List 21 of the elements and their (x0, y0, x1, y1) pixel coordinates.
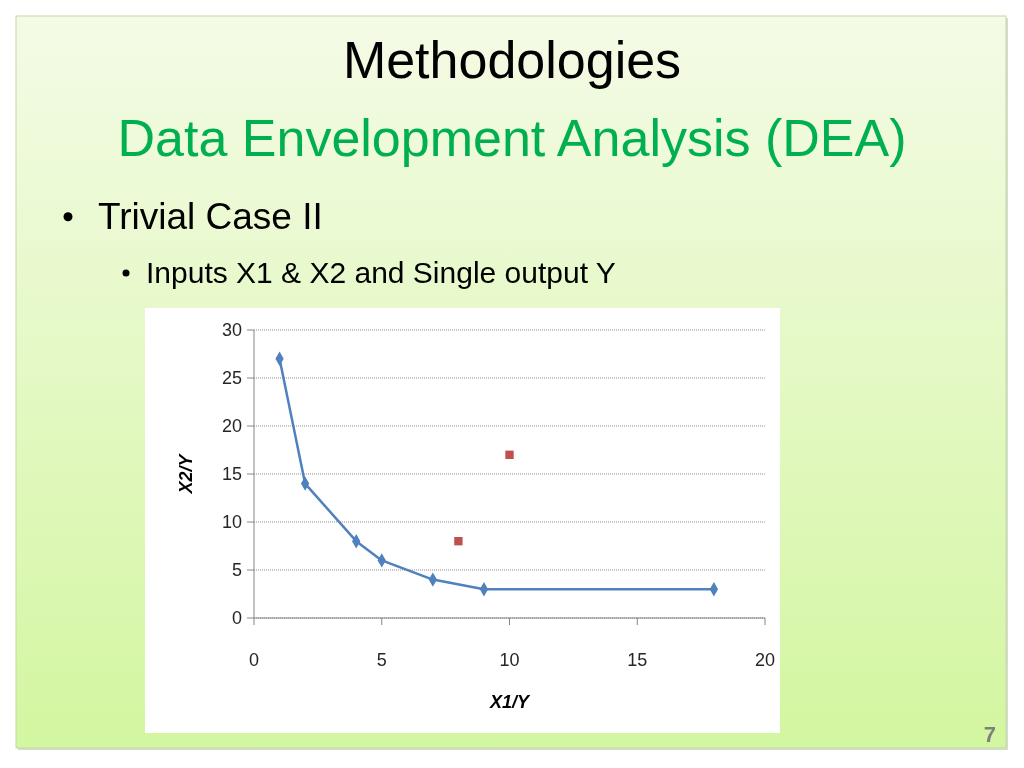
chart-title: Methodologies (342, 31, 682, 89)
x-axis-title: X1/Y (488, 692, 531, 712)
y-tick-label: 15 (221, 464, 242, 485)
y-tick-label: 20 (221, 416, 242, 437)
y-axis-title: X2/Y (176, 452, 196, 495)
y-tick-label: 10 (221, 512, 242, 533)
text: Trivial Case II (98, 196, 323, 237)
chart-subtitle: Data Envelopment Analysis (DEA) (117, 109, 907, 167)
y-tick-label: 0 (231, 608, 242, 629)
point (454, 537, 463, 546)
x-tick-label: 0 (248, 650, 260, 670)
text: Inputs X1 & X2 and Single output Y (146, 256, 616, 289)
y-tick-label: 5 (231, 560, 242, 581)
x-tick-label: 15 (627, 650, 648, 670)
x-tick-label: 20 (754, 650, 776, 670)
y-tick-label: 25 (221, 368, 242, 389)
x-tick-label: 5 (376, 650, 387, 670)
text: 7 (983, 722, 996, 747)
y-tick-label: 30 (221, 320, 242, 341)
x-tick-label: 10 (499, 650, 520, 670)
point (505, 450, 514, 459)
